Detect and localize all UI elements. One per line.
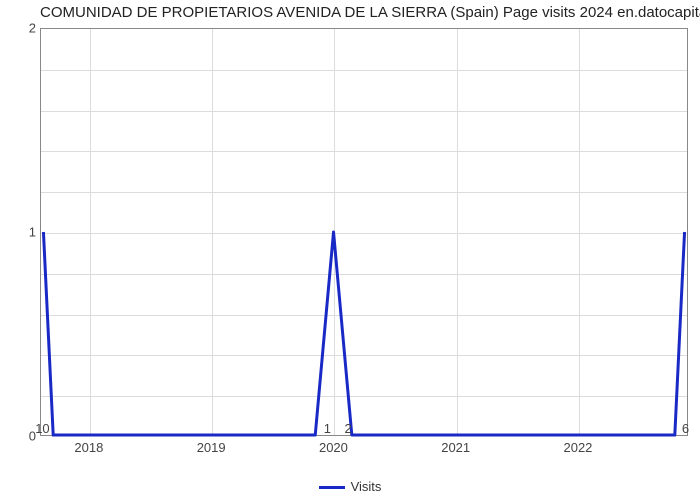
y-tick-label: 1	[29, 225, 36, 240]
x-tick-label: 2022	[563, 440, 592, 455]
legend-swatch	[319, 486, 345, 489]
visits-line	[43, 232, 684, 435]
inline-value-label: 2	[344, 421, 351, 436]
plot-area	[40, 28, 688, 436]
x-tick-label: 2021	[441, 440, 470, 455]
x-tick-label: 2019	[197, 440, 226, 455]
chart-title: COMUNIDAD DE PROPIETARIOS AVENIDA DE LA …	[40, 4, 690, 21]
x-tick-label: 2020	[319, 440, 348, 455]
line-series	[41, 29, 687, 435]
inline-value-label: 6	[682, 421, 689, 436]
x-tick-label: 2018	[74, 440, 103, 455]
legend: Visits	[0, 479, 700, 494]
y-tick-label: 2	[29, 21, 36, 36]
legend-label: Visits	[351, 479, 382, 494]
inline-value-label: 1	[324, 421, 331, 436]
inline-value-label: 10	[35, 421, 49, 436]
